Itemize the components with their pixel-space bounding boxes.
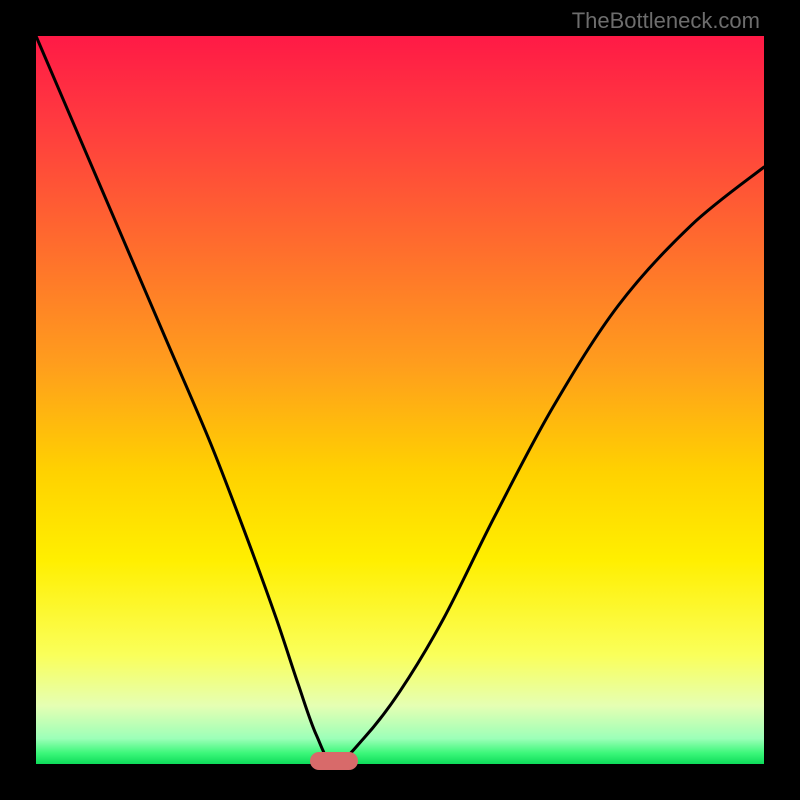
watermark-text: TheBottleneck.com (572, 8, 760, 34)
plot-gradient-background (36, 36, 764, 764)
optimal-point-marker (310, 752, 358, 770)
chart-container: TheBottleneck.com (0, 0, 800, 800)
